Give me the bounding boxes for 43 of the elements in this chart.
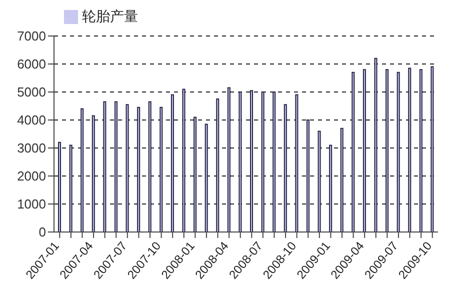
bar (148, 101, 152, 232)
bar (329, 144, 332, 232)
bar (261, 92, 264, 232)
bar (352, 72, 355, 232)
bar (340, 128, 344, 232)
y-tick-label: 7000 (17, 28, 46, 44)
bar (92, 115, 95, 232)
bar (430, 66, 434, 232)
bar (408, 68, 412, 232)
bar (137, 106, 140, 232)
y-tick-label: 1000 (17, 196, 46, 212)
y-tick-label: 5000 (17, 84, 46, 100)
bar (103, 101, 106, 232)
bar (250, 90, 254, 232)
bar (58, 142, 62, 232)
bar (362, 69, 366, 232)
y-tick-label: 6000 (17, 56, 46, 72)
bar (126, 104, 129, 232)
y-tick-label: 3000 (17, 140, 46, 156)
legend-label: 轮胎产量 (82, 8, 138, 24)
bar (216, 98, 220, 232)
bar (374, 58, 378, 232)
bar (396, 72, 400, 232)
y-tick-label: 2000 (17, 168, 46, 184)
bar (306, 120, 310, 232)
bar (419, 69, 422, 232)
bar (160, 106, 163, 232)
bar (170, 94, 174, 232)
bar (272, 92, 276, 232)
bar (318, 130, 321, 232)
bar (227, 87, 230, 232)
bar (80, 108, 84, 232)
bar (295, 94, 298, 232)
y-tick-label: 4000 (17, 112, 46, 128)
bar (194, 116, 197, 232)
bar (284, 104, 287, 232)
bar (386, 69, 389, 232)
y-tick-label: 0 (38, 224, 46, 240)
bar (114, 101, 118, 232)
bar (204, 124, 208, 232)
bar (238, 92, 242, 232)
bar (69, 144, 72, 232)
bar (182, 88, 186, 232)
